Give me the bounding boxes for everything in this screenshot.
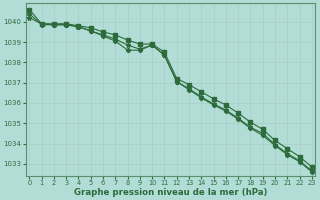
X-axis label: Graphe pression niveau de la mer (hPa): Graphe pression niveau de la mer (hPa): [74, 188, 267, 197]
